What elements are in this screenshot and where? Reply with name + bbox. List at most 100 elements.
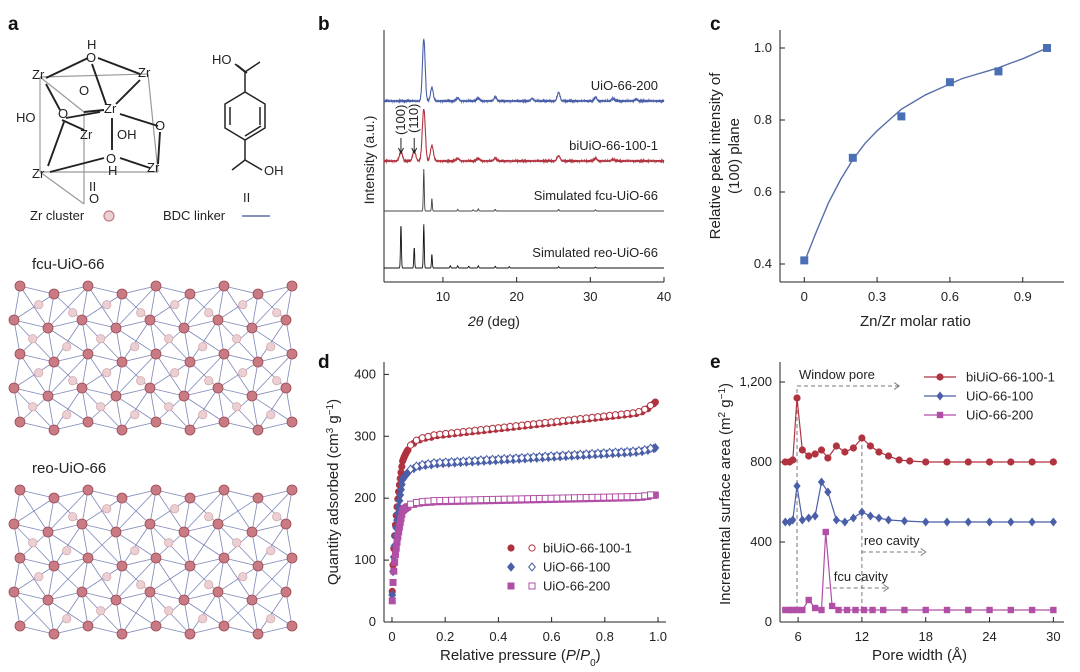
fcu-edge — [183, 353, 225, 397]
reo-edge — [217, 565, 259, 593]
fcu-edge — [19, 421, 55, 431]
reo-node — [14, 484, 26, 496]
fcu-node — [76, 382, 88, 394]
pore-data-point — [1007, 517, 1015, 527]
reo-edge — [251, 497, 259, 533]
reo-node — [14, 620, 26, 632]
isotherm-desorption-point — [512, 495, 520, 503]
fcu-edge — [13, 319, 21, 355]
reo-node — [82, 484, 94, 496]
panel-label-a: a — [8, 14, 19, 35]
fcu-node — [8, 314, 20, 326]
ratio-y-tick-label: 0.6 — [754, 184, 772, 199]
reo-edge — [47, 523, 83, 533]
reo-edge — [149, 497, 191, 525]
isotherm-adsorption-point — [389, 578, 397, 586]
fcu-inner-node — [170, 368, 180, 378]
reo-edge — [19, 599, 49, 627]
fcu-node — [218, 416, 230, 428]
reo-edge — [53, 625, 89, 635]
reo-edge — [115, 497, 123, 533]
reo-node — [178, 526, 190, 538]
reo-edge — [81, 557, 89, 593]
reo-edge — [149, 565, 191, 593]
isotherm-adsorption-point — [391, 558, 399, 566]
fcu-inner-node — [164, 334, 174, 344]
isotherm-x-axis-label-part-6: ) — [596, 647, 601, 664]
isotherm-desorption-point — [506, 422, 514, 431]
reo-edge — [121, 625, 157, 635]
fcu-edge — [47, 319, 83, 329]
isotherm-legend-open-marker — [528, 582, 536, 590]
pore-data-point — [817, 477, 826, 487]
fcu-node — [252, 356, 264, 368]
pore-data-point — [964, 458, 972, 466]
isotherm-desorption-point — [535, 451, 544, 462]
isotherm-desorption-point — [617, 493, 625, 501]
isotherm-desorption-point — [594, 413, 602, 421]
isotherm-desorption-point — [518, 495, 526, 503]
reo-edge — [285, 591, 293, 627]
reo-edge — [149, 523, 157, 559]
fcu-edge — [53, 285, 89, 295]
fcu-edge — [257, 319, 287, 363]
reo-edge — [149, 489, 157, 525]
fcu-node — [178, 390, 190, 402]
reo-edge — [257, 557, 293, 567]
panel-label-d: d — [318, 352, 330, 373]
reo-node — [252, 628, 264, 640]
isotherm-desorption-point — [512, 453, 520, 463]
fcu-edge — [285, 387, 293, 423]
reo-edge — [19, 557, 55, 567]
reo-node — [212, 518, 224, 530]
isotherm-desorption-point — [483, 496, 491, 504]
atom-o-4: O — [155, 118, 165, 133]
isotherm-desorption-point — [582, 449, 591, 459]
xrd-x-tick-label: 10 — [436, 289, 450, 304]
reo-edge — [81, 523, 89, 559]
fcu-node — [48, 356, 60, 368]
isotherm-desorption-point — [430, 457, 438, 468]
xrd-axes — [383, 30, 664, 283]
pore-data-point — [1050, 606, 1057, 614]
panel-d: d 0 0.2 0.4 0.6 0.8 1.0 0 100 200 300 400 biUiO-66… — [318, 352, 667, 669]
fcu-inner-node — [198, 342, 208, 352]
fcu-node — [82, 416, 94, 428]
reo-node — [252, 560, 264, 572]
xrd-x-tick-label: 40 — [657, 289, 671, 304]
fcu-inner-node — [198, 410, 208, 420]
reo-edge — [13, 591, 49, 601]
reo-edge — [251, 591, 287, 601]
isotherm-desorption-point — [605, 447, 614, 458]
reo-edge — [47, 557, 89, 601]
isotherm-desorption-point — [611, 411, 620, 419]
fcu-edge — [87, 285, 123, 295]
reo-edge — [53, 591, 83, 635]
isotherm-desorption-point — [623, 409, 631, 418]
reo-edge — [183, 591, 219, 601]
isotherm-x-axis-label-part-5: 0 — [590, 658, 596, 669]
fcu-edge — [81, 387, 89, 423]
fcu-edge — [115, 395, 123, 431]
fcu-node — [218, 348, 230, 360]
fcu-edge — [81, 361, 123, 389]
reo-edge — [217, 497, 259, 525]
atom-o-bottom: O — [89, 191, 99, 206]
isotherm-axes — [383, 362, 666, 623]
reo-node — [76, 518, 88, 530]
isotherm-desorption-point — [641, 405, 649, 413]
fcu-edge — [183, 319, 219, 329]
pore-data-point — [1007, 458, 1015, 466]
fcu-edge — [53, 421, 89, 431]
reo-edge — [217, 591, 225, 627]
fcu-inner-node — [28, 334, 38, 344]
reo-inner-node — [62, 614, 72, 624]
ratio-data-point — [945, 78, 954, 87]
reo-node — [150, 620, 162, 632]
fcu-edge — [251, 387, 287, 397]
ratio-data-point — [848, 153, 857, 162]
isotherm-desorption-point — [448, 496, 456, 504]
isotherm-desorption-point — [407, 500, 415, 508]
pore-y-axis-label: Incremental surface area (m2 g−1) — [717, 383, 735, 605]
fcu-edge — [115, 327, 123, 363]
